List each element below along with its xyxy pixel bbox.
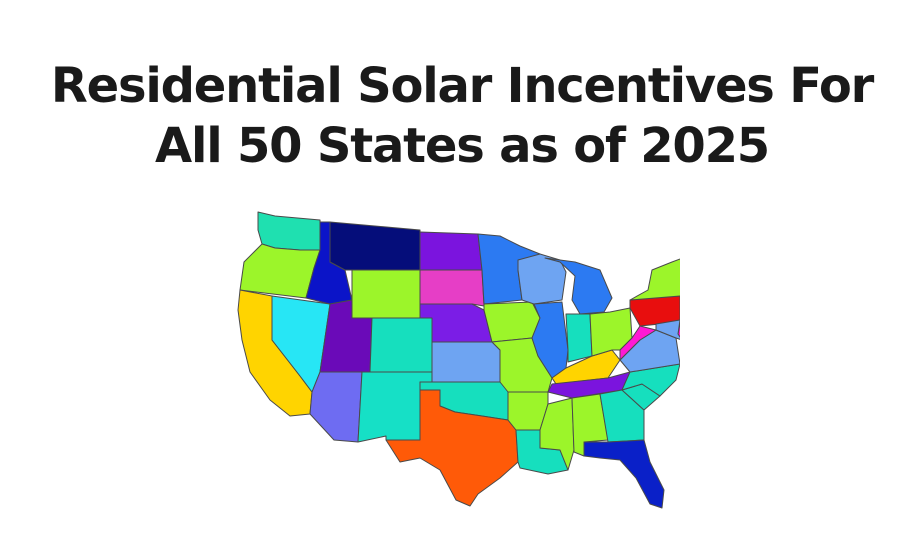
state-WI [517,253,567,305]
state-GA [599,389,645,443]
state-NY [629,258,680,301]
state-MD [655,319,680,340]
title-line-2: All 50 States as of 2025 [155,118,770,175]
state-ND [419,231,483,271]
state-IN [565,313,593,363]
state-WY [351,269,421,319]
title-line-1: Residential Solar Incentives For [50,58,874,115]
page-title: Residential Solar Incentives For All 50 … [0,56,924,176]
state-MT [329,221,421,271]
state-IA [483,301,541,343]
state-FL [583,439,665,509]
state-CO [369,317,433,373]
state-SD [419,269,485,307]
state-AZ [309,371,363,443]
state-KS [431,341,501,383]
state-TX [385,389,519,507]
us-states-map [237,211,680,509]
state-MI [544,257,613,315]
state-WA [257,211,321,251]
